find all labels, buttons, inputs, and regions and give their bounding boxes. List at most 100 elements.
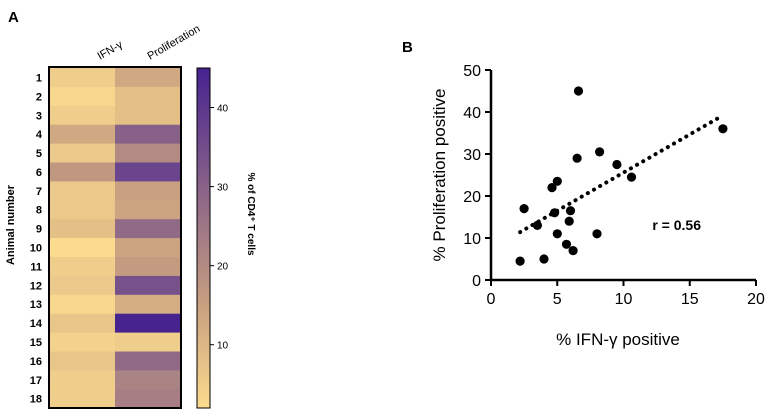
scatter-point bbox=[626, 172, 637, 182]
heatmap-cell-row4-col1 bbox=[50, 124, 115, 145]
scatter-y-tick-label: 50 bbox=[463, 63, 481, 80]
colorbar-tick-label: 20 bbox=[217, 262, 229, 273]
heatmap-cell-row4-col2 bbox=[115, 124, 180, 145]
heatmap-cell-row18-col2 bbox=[115, 389, 180, 409]
heatmap-cell-row8-col1 bbox=[50, 200, 115, 220]
heatmap-row-label: 4 bbox=[36, 129, 43, 141]
scatter-point bbox=[572, 153, 582, 163]
heatmap-cell-row15-col1 bbox=[50, 332, 115, 353]
heatmap-cell-row9-col1 bbox=[50, 219, 115, 239]
scatter-point bbox=[519, 204, 529, 214]
colorbar bbox=[196, 67, 211, 409]
heatmap-row-label: 12 bbox=[30, 280, 42, 292]
scatter-y-tick-label: 40 bbox=[463, 105, 481, 122]
heatmap-cell-row12-col2 bbox=[115, 275, 180, 296]
scatter-point bbox=[568, 246, 578, 256]
heatmap-cell-row14-col2 bbox=[115, 313, 180, 334]
scatter-point bbox=[561, 239, 572, 249]
scatter-x-tick-label: 10 bbox=[615, 291, 633, 308]
heatmap-column-labels: IFN-γ Proliferation bbox=[96, 23, 203, 63]
scatter-x-tick-label: 15 bbox=[681, 291, 699, 308]
heatmap-column-label: IFN-γ bbox=[96, 39, 126, 63]
heatmap-row-label: 2 bbox=[36, 91, 42, 103]
scatter-axes: 0 5 10 15 20 0 10 20 30 40 50 bbox=[463, 63, 765, 308]
heatmap-row-label: 15 bbox=[30, 337, 42, 349]
scatter-point bbox=[595, 147, 605, 157]
heatmap-row-label: 16 bbox=[30, 356, 42, 368]
scatter-point bbox=[550, 208, 560, 218]
heatmap-row-label: 6 bbox=[36, 167, 42, 179]
heatmap-cell-row1-col1 bbox=[50, 68, 115, 88]
scatter-point bbox=[592, 229, 602, 239]
heatmap-cell-row15-col2 bbox=[115, 332, 180, 353]
heatmap-frame bbox=[48, 66, 182, 409]
heatmap-cell-row2-col1 bbox=[50, 86, 115, 107]
heatmap-cell-row10-col1 bbox=[50, 238, 115, 258]
colorbar-ticks: 10 20 30 40 bbox=[210, 104, 229, 352]
colorbar-tick-label: 30 bbox=[217, 183, 229, 194]
scatter-x-tick-label: 20 bbox=[747, 291, 765, 308]
heatmap-cell-row11-col1 bbox=[50, 257, 115, 277]
heatmap-row-label: 3 bbox=[36, 110, 42, 122]
heatmap-cell-row14-col1 bbox=[50, 313, 115, 334]
panel-b-label: B bbox=[402, 39, 413, 56]
heatmap-cell-row5-col2 bbox=[115, 143, 180, 164]
heatmap-cell-row3-col1 bbox=[50, 105, 115, 126]
correlation-annotation: r = 0.56 bbox=[652, 217, 701, 233]
heatmap-row-label: 5 bbox=[36, 148, 42, 160]
heatmap-cell-row11-col2 bbox=[115, 257, 180, 277]
scatter-point bbox=[539, 254, 549, 264]
scatter-y-tick-label: 30 bbox=[463, 147, 481, 164]
colorbar-tick-label: 40 bbox=[217, 104, 229, 115]
heatmap-row-label: 17 bbox=[30, 375, 42, 387]
heatmap-cell-row16-col1 bbox=[50, 351, 115, 371]
heatmap-cell-row1-col2 bbox=[115, 68, 180, 88]
heatmap-row-label: 9 bbox=[36, 224, 42, 236]
scatter-y-tick-label: 0 bbox=[472, 273, 481, 290]
heatmap-cell-row12-col1 bbox=[50, 275, 115, 296]
heatmap-cell-row10-col2 bbox=[115, 238, 180, 258]
heatmap-cell-row2-col2 bbox=[115, 86, 180, 107]
heatmap-cell-row17-col2 bbox=[115, 370, 180, 390]
heatmap-cell-row13-col2 bbox=[115, 294, 180, 315]
heatmap-cell-row3-col2 bbox=[115, 105, 180, 126]
heatmap-cell-row7-col1 bbox=[50, 181, 115, 201]
scatter-point bbox=[565, 206, 576, 216]
scatter-point bbox=[564, 216, 574, 226]
heatmap-cell-row18-col1 bbox=[50, 389, 115, 409]
scatter-x-axis-label: % IFN-γ positive bbox=[556, 330, 680, 349]
scatter-point bbox=[547, 183, 557, 193]
heatmap-cell-row5-col1 bbox=[50, 143, 115, 164]
heatmap-cell-row6-col2 bbox=[115, 162, 180, 182]
scatter-point bbox=[532, 220, 543, 230]
heatmap-row-label: 13 bbox=[30, 299, 42, 311]
heatmap-row-label: 7 bbox=[36, 186, 42, 198]
scatter-point bbox=[718, 124, 728, 134]
scatter-y-tick-label: 10 bbox=[463, 231, 481, 248]
heatmap-cell-row16-col2 bbox=[115, 351, 180, 371]
heatmap-y-axis-label: Animal number bbox=[5, 184, 17, 265]
scatter-points bbox=[515, 86, 728, 266]
scatter-point bbox=[552, 176, 562, 186]
scatter-x-tick-label: 5 bbox=[553, 291, 562, 308]
scatter-y-tick-label: 20 bbox=[463, 189, 481, 206]
scatter-y-axis-label: % Proliferation positive bbox=[430, 89, 449, 262]
heatmap-column-label: Proliferation bbox=[146, 23, 203, 63]
heatmap-row-label: 11 bbox=[30, 261, 42, 273]
scatter-point bbox=[552, 229, 562, 239]
heatmap-cells bbox=[50, 68, 180, 409]
heatmap-cell-row7-col2 bbox=[115, 181, 180, 201]
heatmap-cell-row8-col2 bbox=[115, 200, 180, 220]
heatmap-cell-row9-col2 bbox=[115, 219, 180, 239]
colorbar-label: % of CD4⁺ T cells bbox=[245, 172, 256, 256]
heatmap-row-label: 1 bbox=[36, 73, 42, 85]
heatmap-row-label: 18 bbox=[30, 394, 42, 406]
scatter-point bbox=[515, 256, 525, 266]
colorbar-tick-label: 10 bbox=[217, 341, 229, 352]
heatmap-row-label: 14 bbox=[30, 318, 43, 330]
heatmap-cell-row17-col1 bbox=[50, 370, 115, 390]
heatmap-row-label: 8 bbox=[36, 205, 42, 217]
scatter-point bbox=[612, 159, 622, 170]
